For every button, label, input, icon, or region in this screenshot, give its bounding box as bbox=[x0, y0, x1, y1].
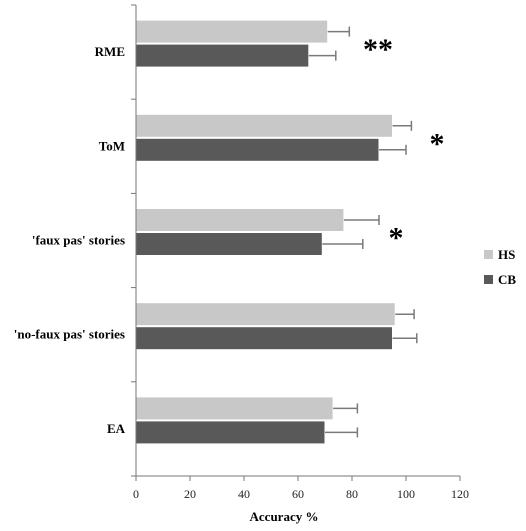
x-tick-label: 120 bbox=[451, 487, 469, 501]
significance-marker: * bbox=[389, 222, 404, 255]
category-label: RME bbox=[95, 44, 125, 59]
x-tick-label: 100 bbox=[397, 487, 415, 501]
significance-marker: * bbox=[430, 127, 445, 160]
error-bars-layer bbox=[308, 26, 418, 438]
bar-hs bbox=[135, 208, 345, 232]
category-label: 'faux pas' stories bbox=[32, 233, 125, 248]
category-labels-layer: RME ToM 'faux pas' stories 'no-faux pas' st… bbox=[14, 44, 126, 436]
bar-hs bbox=[135, 19, 329, 44]
bar-cb bbox=[135, 420, 326, 445]
bar-hs bbox=[135, 396, 334, 421]
category-label: 'no-faux pas' stories bbox=[14, 327, 125, 342]
category-label: ToM bbox=[99, 138, 125, 153]
legend-label: HS bbox=[498, 247, 515, 262]
legend-label: CB bbox=[498, 272, 516, 287]
legend-swatch-hs bbox=[484, 250, 493, 259]
bar-hs bbox=[135, 302, 396, 327]
x-tick-label: 40 bbox=[238, 487, 250, 501]
x-tick-label: 20 bbox=[184, 487, 196, 501]
category-label: EA bbox=[107, 421, 126, 436]
legend: HS CB bbox=[484, 247, 516, 287]
significance-layer: **** bbox=[363, 33, 445, 254]
x-tick-label: 0 bbox=[133, 487, 139, 501]
significance-marker: ** bbox=[363, 33, 393, 66]
ticks-layer: 0 20 40 60 80 100 120 bbox=[131, 4, 469, 501]
x-axis-title: Accuracy % bbox=[250, 509, 319, 524]
bar-cb bbox=[135, 137, 380, 162]
bar-cb bbox=[135, 43, 310, 68]
x-tick-label: 80 bbox=[346, 487, 358, 501]
legend-swatch-cb bbox=[484, 275, 493, 284]
bar-hs bbox=[135, 113, 393, 138]
bar-cb bbox=[135, 232, 323, 256]
x-tick-label: 60 bbox=[292, 487, 304, 501]
bar-cb bbox=[135, 326, 393, 351]
bars-layer bbox=[135, 19, 396, 445]
